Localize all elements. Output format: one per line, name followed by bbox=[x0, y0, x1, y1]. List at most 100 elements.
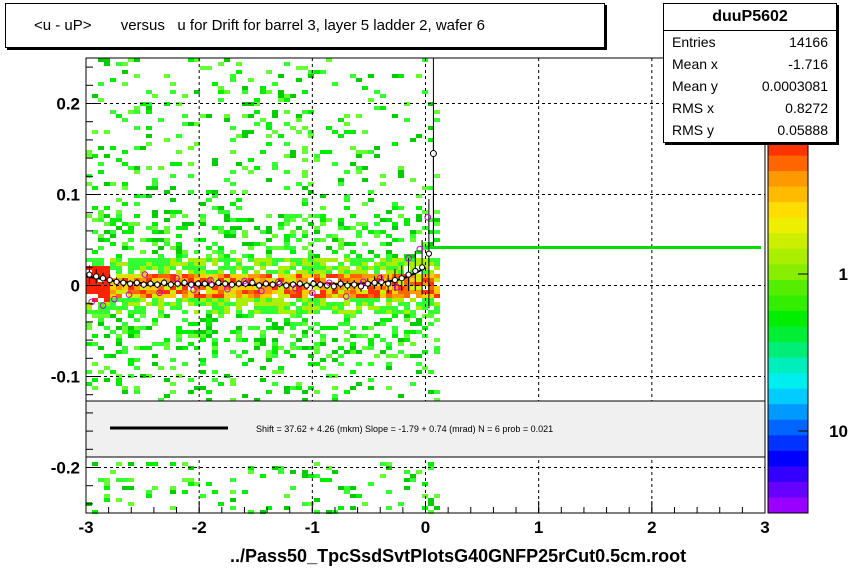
profile-point bbox=[167, 281, 174, 288]
heatmap-cell bbox=[302, 470, 308, 474]
heatmap-cell bbox=[146, 346, 152, 350]
heatmap-cell bbox=[230, 278, 236, 282]
heatmap-cell bbox=[116, 326, 122, 330]
heatmap-cell bbox=[266, 90, 272, 94]
heatmap-cell bbox=[230, 490, 236, 494]
heatmap-cell bbox=[290, 150, 296, 154]
heatmap-cell bbox=[230, 234, 236, 238]
heatmap-cell bbox=[206, 290, 212, 294]
heatmap-cell bbox=[320, 262, 326, 266]
heatmap-cell bbox=[356, 262, 362, 266]
heatmap-cell bbox=[266, 390, 272, 394]
heatmap-cell bbox=[242, 86, 248, 90]
heatmap-cell bbox=[158, 278, 164, 282]
heatmap-cell bbox=[416, 362, 422, 366]
heatmap-cell bbox=[338, 294, 344, 298]
heatmap-cell bbox=[218, 294, 224, 298]
heatmap-cell bbox=[308, 270, 314, 274]
heatmap-cell bbox=[326, 218, 332, 222]
heatmap-cell bbox=[290, 94, 296, 98]
heatmap-cell bbox=[206, 278, 212, 282]
heatmap-cell bbox=[134, 146, 140, 150]
heatmap-cell bbox=[314, 274, 320, 278]
heatmap-cell bbox=[272, 354, 278, 358]
heatmap-cell bbox=[326, 294, 332, 298]
heatmap-cell bbox=[230, 218, 236, 222]
heatmap-cell bbox=[158, 238, 164, 242]
heatmap-cell bbox=[236, 326, 242, 330]
heatmap-cell bbox=[296, 386, 302, 390]
heatmap-cell bbox=[302, 234, 308, 238]
heatmap-cell bbox=[362, 274, 368, 278]
heatmap-cell bbox=[368, 74, 374, 78]
profile-point bbox=[194, 280, 202, 287]
heatmap-cell bbox=[176, 270, 182, 274]
heatmap-cell bbox=[320, 302, 326, 306]
heatmap-cell bbox=[350, 290, 356, 294]
heatmap-cell bbox=[398, 394, 404, 398]
heatmap-cell bbox=[194, 262, 200, 266]
profile-point bbox=[201, 280, 208, 287]
heatmap-cell bbox=[248, 158, 254, 162]
heatmap-cell bbox=[254, 326, 260, 330]
heatmap-cell bbox=[302, 158, 308, 162]
heatmap-cell bbox=[368, 150, 374, 154]
heatmap-cell bbox=[116, 210, 122, 214]
colorbar-segment bbox=[768, 357, 808, 374]
heatmap-cell bbox=[374, 214, 380, 218]
heatmap-cell bbox=[218, 266, 224, 270]
heatmap-cell bbox=[362, 226, 368, 230]
heatmap-cell bbox=[416, 262, 422, 266]
heatmap-cell bbox=[296, 286, 302, 290]
heatmap-cell bbox=[350, 314, 356, 318]
heatmap-cell bbox=[320, 70, 326, 74]
heatmap-cell bbox=[224, 310, 230, 314]
heatmap-cell bbox=[224, 306, 230, 310]
heatmap-cell bbox=[188, 146, 194, 150]
heatmap-cell bbox=[278, 298, 284, 302]
heatmap-cell bbox=[374, 154, 380, 158]
heatmap-cell bbox=[92, 154, 98, 158]
heatmap-cell bbox=[428, 322, 434, 326]
heatmap-cell bbox=[104, 130, 110, 134]
heatmap-cell bbox=[260, 266, 266, 270]
stats-separator bbox=[664, 30, 836, 31]
heatmap-cell bbox=[338, 290, 344, 294]
heatmap-cell bbox=[152, 258, 158, 262]
heatmap-cell bbox=[290, 250, 296, 254]
heatmap-cell bbox=[410, 322, 416, 326]
heatmap-cell bbox=[104, 378, 110, 382]
heatmap-cell bbox=[98, 238, 104, 242]
heatmap-cell bbox=[302, 278, 308, 282]
heatmap-cell bbox=[302, 174, 308, 178]
heatmap-cell bbox=[200, 262, 206, 266]
colorbar-segment bbox=[768, 435, 808, 452]
heatmap-cell bbox=[212, 286, 218, 290]
heatmap-cell bbox=[98, 322, 104, 326]
heatmap-cell bbox=[212, 346, 218, 350]
heatmap-cell bbox=[254, 166, 260, 170]
heatmap-cell bbox=[404, 338, 410, 342]
heatmap-cell bbox=[92, 266, 98, 270]
heatmap-cell bbox=[308, 326, 314, 330]
profile-point bbox=[385, 280, 392, 287]
heatmap-cell bbox=[434, 290, 440, 294]
heatmap-cell bbox=[200, 258, 206, 262]
heatmap-cell bbox=[158, 314, 164, 318]
heatmap-cell bbox=[140, 250, 146, 254]
heatmap-cell bbox=[122, 202, 128, 206]
heatmap-cell bbox=[296, 298, 302, 302]
alt-profile-point bbox=[241, 277, 248, 285]
heatmap-cell bbox=[302, 146, 308, 150]
heatmap-cell bbox=[314, 294, 320, 298]
heatmap-cell bbox=[278, 266, 284, 270]
heatmap-cell bbox=[296, 214, 302, 218]
heatmap-cell bbox=[110, 330, 116, 334]
heatmap-cell bbox=[374, 266, 380, 270]
heatmap-cell bbox=[392, 294, 398, 298]
heatmap-cell bbox=[386, 302, 392, 306]
heatmap-cell bbox=[434, 346, 440, 350]
heatmap-cell bbox=[212, 370, 218, 374]
heatmap-cell bbox=[362, 334, 368, 338]
colorbar-segment bbox=[768, 342, 808, 359]
